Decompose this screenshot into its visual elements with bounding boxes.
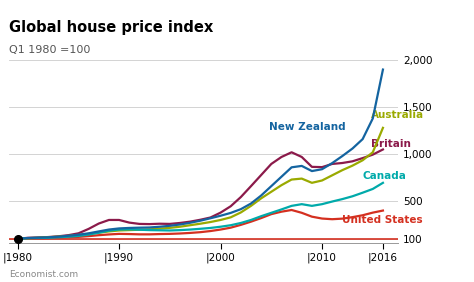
Text: Australia: Australia (371, 109, 424, 120)
Text: Q1 1980 =100: Q1 1980 =100 (9, 45, 91, 55)
Text: United States: United States (342, 215, 423, 225)
Text: Global house price index: Global house price index (9, 20, 214, 35)
Text: Canada: Canada (363, 171, 407, 180)
Text: Economist.com: Economist.com (9, 270, 79, 279)
Text: Britain: Britain (371, 139, 410, 149)
Text: New Zealand: New Zealand (268, 122, 345, 132)
